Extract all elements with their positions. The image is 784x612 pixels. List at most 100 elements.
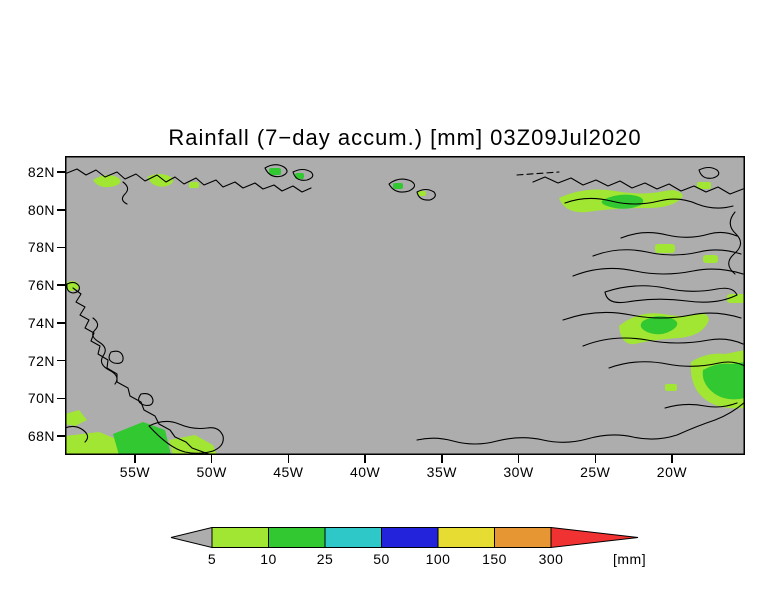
coastline-path: [72, 287, 213, 456]
x-axis-label: 30W: [503, 464, 534, 480]
coastline-path: [416, 401, 746, 445]
coastline-path: [698, 166, 720, 179]
colorbar-left-arrow: [170, 526, 213, 549]
colorbar-unit-label: [mm]: [613, 551, 646, 567]
colorbar-level-label: 300: [539, 551, 564, 567]
colorbar-segment: [381, 527, 439, 548]
rain-patch: [601, 194, 644, 209]
greenland-rainfall-map: [64, 156, 746, 456]
rain-patch: [65, 432, 125, 455]
colorbar-segment: [437, 527, 495, 548]
x-axis-tick: [134, 455, 136, 463]
rain-patch: [640, 316, 678, 335]
coastline-path: [264, 164, 288, 178]
rain-patch: [65, 410, 87, 426]
map-border: [65, 156, 745, 455]
rain-patch: [702, 362, 745, 400]
colorbar-segment: [494, 527, 552, 548]
coastline-path: [416, 188, 436, 201]
y-axis-tick: [57, 209, 65, 211]
x-axis-label: 45W: [273, 464, 304, 480]
colorbar-segment: [211, 527, 269, 548]
x-axis-label: 35W: [426, 464, 457, 480]
rain-patch: [189, 182, 199, 188]
colorbar-level-label: 50: [373, 551, 390, 567]
y-axis-label: 70N: [27, 390, 55, 407]
y-axis-label: 78N: [27, 239, 55, 256]
y-axis-label: 82N: [27, 164, 55, 181]
y-axis-label: 80N: [27, 201, 55, 218]
colorbar-level-label: 25: [317, 551, 334, 567]
coastline-path: [582, 337, 744, 347]
rain-patches: [65, 168, 745, 455]
coastline-path: [604, 285, 738, 304]
colorbar-level-label: 150: [482, 551, 507, 567]
x-axis-label: 25W: [580, 464, 611, 480]
colorbar: 5 10 25 50 100 150 300 [mm]: [170, 526, 730, 569]
coastline-path: [664, 402, 738, 409]
y-axis-tick: [57, 246, 65, 249]
rain-patch: [665, 384, 677, 391]
y-axis-label: 74N: [27, 314, 55, 331]
y-axis-label: 68N: [27, 428, 55, 445]
x-axis-tick: [594, 455, 596, 463]
x-axis-label: 55W: [119, 464, 151, 480]
coastlines: [64, 164, 746, 456]
x-axis-tick: [364, 455, 366, 463]
coastline-path: [564, 197, 734, 209]
coastline-path: [620, 231, 738, 239]
map-area: [64, 156, 746, 456]
coastline-path: [292, 168, 314, 181]
coastline-path: [532, 176, 744, 195]
coastline-path: [562, 311, 742, 321]
colorbar-segment: [324, 527, 382, 548]
y-axis-tick: [57, 359, 65, 362]
x-axis-label: 20W: [656, 464, 688, 480]
y-axis-tick: [57, 397, 65, 400]
y-axis-label: 76N: [27, 277, 55, 294]
coastline-path: [148, 420, 224, 454]
y-axis-label: 72N: [27, 352, 55, 369]
rain-patch: [113, 422, 171, 455]
y-axis-tick: [57, 322, 65, 324]
chart-title: Rainfall (7−day accum.) [mm] 03Z09Jul202…: [168, 125, 642, 150]
rain-patch: [697, 182, 711, 189]
coastline-path: [66, 168, 312, 193]
rain-patch: [269, 168, 281, 175]
colorbar-segment: [268, 527, 326, 548]
colorbar-level-label: 10: [260, 551, 277, 567]
x-axis-tick: [441, 455, 443, 463]
coastline-path: [138, 393, 154, 406]
rain-patch: [655, 244, 675, 253]
rain-patch: [93, 175, 121, 188]
x-axis-tick: [210, 455, 213, 463]
x-axis-tick: [671, 455, 673, 463]
rain-patch: [703, 255, 718, 263]
coastline-path: [728, 211, 742, 275]
coastline-path: [66, 281, 80, 294]
x-axis-label: 40W: [349, 464, 381, 480]
x-axis-tick: [287, 455, 290, 463]
coastline-path: [92, 317, 118, 385]
coastline-path: [572, 267, 744, 277]
x-axis-label: 50W: [196, 464, 227, 480]
coastline-path: [64, 425, 89, 443]
colorbar-svg: 5 10 25 50 100 150 300 [mm]: [170, 526, 646, 567]
x-axis-tick: [517, 455, 520, 463]
coastline-path: [108, 350, 124, 364]
colorbar-level-label: 100: [426, 551, 451, 567]
coastline-path: [608, 361, 746, 369]
coastline-path: [121, 181, 129, 205]
rain-patch: [417, 191, 426, 196]
rain-patch: [393, 183, 403, 189]
rain-patch: [295, 173, 304, 179]
colorbar-level-label: 5: [208, 551, 216, 567]
y-axis-tick: [57, 171, 65, 173]
coastline-path: [388, 178, 416, 193]
y-axis-tick: [57, 284, 65, 286]
coastline-path-dashed: [516, 171, 560, 176]
coastline-path: [592, 249, 742, 257]
rain-patch: [727, 294, 745, 303]
y-axis-tick: [57, 435, 65, 437]
